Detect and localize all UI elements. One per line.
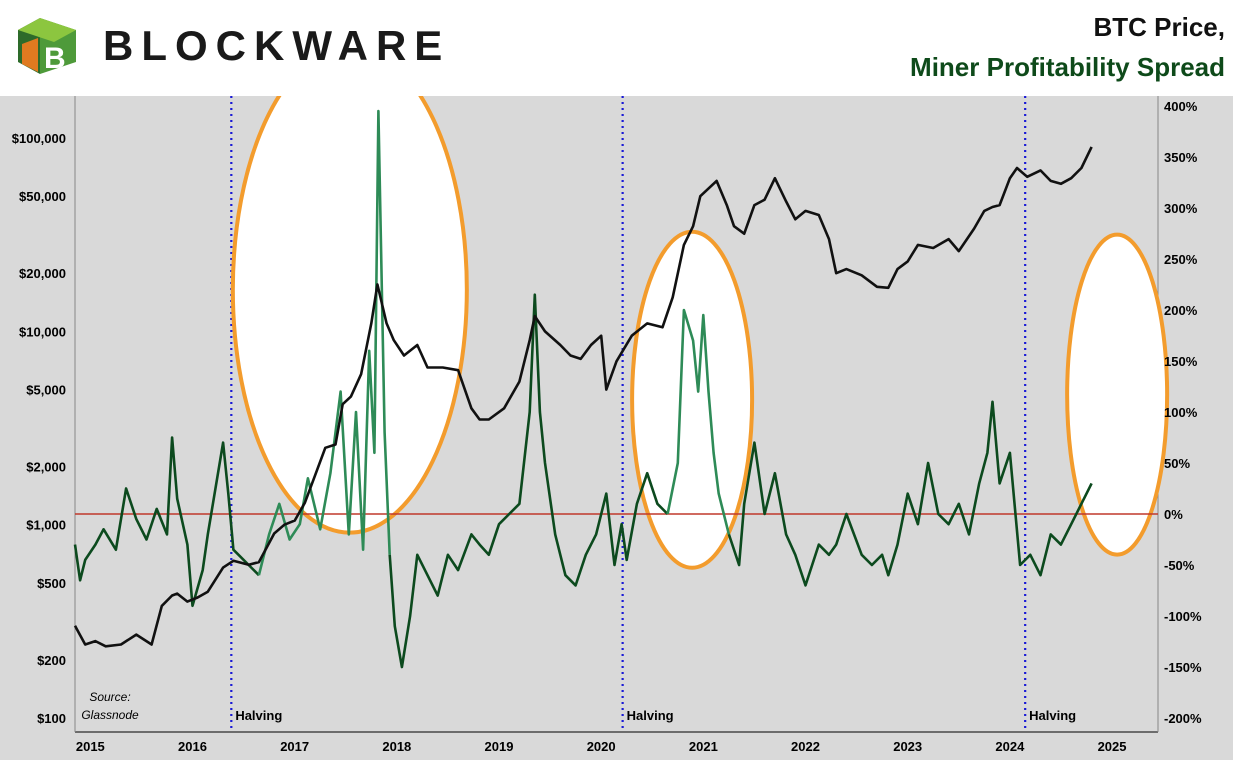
- x-tick-label: 2024: [995, 739, 1025, 754]
- left-tick-label: $200: [37, 653, 66, 668]
- halving-label: Halving: [235, 708, 282, 723]
- chart-title: BTC Price,: [1093, 12, 1226, 42]
- highlight-ellipse: [230, 96, 469, 535]
- left-tick-label: $2,000: [26, 459, 66, 474]
- left-tick-label: $50,000: [19, 189, 66, 204]
- left-tick-label: $500: [37, 576, 66, 591]
- btc-price-line: [73, 146, 1093, 648]
- x-tick-label: 2023: [893, 739, 922, 754]
- right-tick-label: 250%: [1164, 252, 1198, 267]
- x-tick-label: 2020: [587, 739, 616, 754]
- right-tick-label: -100%: [1164, 609, 1202, 624]
- x-tick-label: 2018: [382, 739, 411, 754]
- right-tick-label: -150%: [1164, 660, 1202, 675]
- chart: Halving Halving Halving $100 $200 $500 $1,000…: [0, 96, 1233, 760]
- right-tick-label: -200%: [1164, 711, 1202, 726]
- right-tick-label: 50%: [1164, 456, 1190, 471]
- source-line-2: Glassnode: [81, 708, 139, 722]
- right-tick-label: 150%: [1164, 354, 1198, 369]
- right-tick-label: 0%: [1164, 507, 1183, 522]
- left-tick-label: $5,000: [26, 383, 66, 398]
- header: B BLOCKWARE BTC Price, Miner Profitabili…: [0, 0, 1233, 96]
- right-tick-label: 350%: [1164, 150, 1198, 165]
- spread-line: [388, 293, 669, 669]
- right-tick-label: 300%: [1164, 201, 1198, 216]
- chart-subtitle: Miner Profitability Spread: [910, 52, 1225, 82]
- x-tick-label: 2019: [485, 739, 514, 754]
- right-tick-label: 200%: [1164, 303, 1198, 318]
- halving-label: Halving: [627, 708, 674, 723]
- right-axis-background: [1158, 96, 1233, 760]
- spread-line-highlight: [666, 308, 731, 535]
- halving-label: Halving: [1029, 708, 1076, 723]
- x-tick-label: 2022: [791, 739, 820, 754]
- plot-background: [75, 96, 1158, 732]
- right-tick-label: -50%: [1164, 558, 1195, 573]
- x-tick-label: 2015: [76, 739, 105, 754]
- spread-line-highlight: [257, 109, 391, 576]
- left-axis-background: [0, 96, 75, 760]
- svg-text:B: B: [44, 42, 66, 75]
- highlight-ellipse: [630, 229, 755, 570]
- left-tick-label: $10,000: [19, 324, 66, 339]
- x-tick-label: 2021: [689, 739, 718, 754]
- right-tick-label: 100%: [1164, 405, 1198, 420]
- left-tick-label: $100: [37, 711, 66, 726]
- brand-name: BLOCKWARE: [103, 22, 451, 69]
- x-tick-label: 2016: [178, 739, 207, 754]
- left-tick-label: $20,000: [19, 266, 66, 281]
- x-tick-label: 2025: [1098, 739, 1127, 754]
- source-line-1: Source:: [89, 690, 130, 704]
- spread-line: [73, 436, 260, 608]
- x-tick-label: 2017: [280, 739, 309, 754]
- left-tick-label: $1,000: [26, 518, 66, 533]
- left-tick-label: $100,000: [12, 131, 66, 146]
- spread-line: [727, 400, 1093, 587]
- right-tick-label: 400%: [1164, 99, 1198, 114]
- blockware-logo-icon: B: [18, 18, 76, 75]
- highlight-ellipse: [1065, 232, 1170, 557]
- x-axis-background: [75, 732, 1158, 760]
